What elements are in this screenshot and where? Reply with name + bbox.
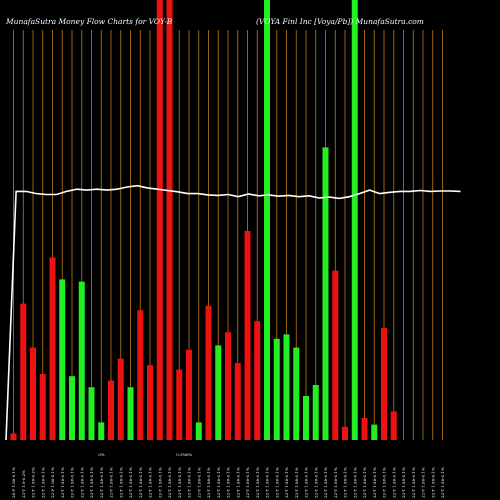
x-tick-label: 22-T 1.98-0.1%: [245, 467, 250, 498]
x-tick-label: 22-T 1.98-0.1%: [391, 467, 396, 498]
annotations: 0% 0.5% 0%: [98, 452, 192, 457]
x-tick-label: 22-T 1.98-0.1%: [284, 467, 289, 498]
x-tick-label: 22-T 1.98-0.1%: [157, 467, 162, 498]
bar-inflow: [312, 385, 319, 440]
bar-annotation: 0.5%: [176, 452, 186, 457]
x-tick-label: 22-T 1.98-0.1%: [352, 467, 357, 498]
x-tick-label: 22-T 1.98-0.1%: [118, 467, 123, 498]
x-tick-label: 22-T 1.98-0.1%: [60, 467, 65, 498]
x-tick-label: 22-T 1.98-0.1%: [255, 467, 260, 498]
x-tick-label: 22-T 1.98-0.1%: [401, 467, 406, 498]
bar-outflow: [361, 418, 368, 440]
x-tick-label: 22-T 1.98-0.1%: [109, 467, 114, 498]
bar-outflow: [205, 305, 212, 440]
bar-outflow: [166, 0, 173, 440]
x-tick-label: 22-T 1.98-0.1%: [187, 467, 192, 498]
x-tick-label: 22-T 1.98-0.1%: [265, 467, 270, 498]
bar-outflow: [137, 310, 144, 440]
bar-outflow: [234, 363, 241, 440]
x-tick-label: 22-T 1.98-0.1%: [89, 467, 94, 498]
bar-inflow: [371, 424, 378, 440]
x-tick-label: 22-T 1.98-0.1%: [323, 467, 328, 498]
x-tick-label: 23-T 1.9-0.2%: [21, 470, 26, 498]
x-tick-label: 22-T 1.98-0.1%: [148, 467, 153, 498]
x-tick-label: 22-T 1.98-0.1%: [235, 467, 240, 498]
bar-series: [10, 0, 397, 440]
bar-inflow: [127, 387, 134, 440]
bar-outflow: [186, 349, 192, 440]
bar-inflow: [303, 396, 309, 440]
bar-inflow: [98, 422, 105, 440]
x-tick-label: 22-T 1.98-0.1%: [216, 467, 221, 498]
x-tick-label: 22-T 1.98-0.1%: [440, 467, 445, 498]
bar-inflow: [215, 345, 222, 440]
bar-outflow: [176, 369, 183, 440]
bar-outflow: [20, 303, 27, 440]
bar-inflow: [322, 147, 329, 440]
x-tick-label: 22-T 1.98-0.1%: [362, 467, 367, 498]
x-tick-label: 22-T 1.98-0.1%: [313, 467, 318, 498]
bar-inflow: [69, 376, 75, 440]
trend-line: [5, 184, 461, 441]
bar-inflow: [59, 279, 66, 440]
bar-outflow: [108, 380, 114, 440]
chart-header-left: MunafaSutra Money Flow Charts for VOY-B: [5, 17, 173, 26]
bar-outflow: [30, 347, 36, 440]
x-tick-label: 22-T 1.98-0.1%: [177, 467, 182, 498]
bar-annotation: 0%: [186, 452, 193, 457]
bar-outflow: [156, 0, 163, 440]
bar-outflow: [39, 374, 46, 440]
x-tick-label: 22-T 1.98-0.1%: [167, 467, 172, 498]
bar-outflow: [225, 332, 231, 440]
x-tick-label: 22-T 1.98-0.1%: [206, 467, 211, 498]
bar-inflow: [283, 334, 290, 440]
x-tick-label: 22-T 1.98-0.1%: [79, 467, 84, 498]
x-tick-label: 22-F 1.98-0.1%: [50, 467, 55, 498]
bar-inflow: [195, 422, 202, 440]
x-tick-label: 22-T 1.98-0.1%: [294, 467, 299, 498]
bar-inflow: [78, 281, 85, 440]
bar-inflow: [273, 338, 280, 440]
bar-outflow: [254, 321, 261, 440]
money-flow-line: [5, 184, 461, 441]
x-tick-label: 22-T 1.98-0.1%: [99, 467, 104, 498]
bar-outflow: [10, 433, 17, 440]
bar-inflow: [88, 387, 95, 440]
x-tick-label: 22-T 1.98-0.1%: [343, 467, 348, 498]
x-tick-label: 22-T 1.98-0.1%: [333, 467, 338, 498]
bar-outflow: [147, 365, 153, 440]
x-tick-label: 22-T 1.98-0.1%: [226, 467, 231, 498]
x-tick-label: 22-T 1.98-0.2%: [31, 467, 36, 498]
bar-annotation: 0%: [98, 452, 105, 457]
x-tick-labels: 24-F 1.98-0.1% 23-T 1.9-0.2% 22-T 1.98-0.2…: [11, 467, 445, 498]
bar-outflow: [117, 358, 124, 440]
bar-outflow: [332, 270, 339, 440]
bar-inflow: [293, 347, 300, 440]
bar-outflow: [49, 257, 56, 440]
x-tick-label: 24-F 1.98-0.1%: [11, 467, 16, 498]
bar-outflow: [244, 231, 251, 440]
x-tick-label: 22-T 1.98-0.1%: [421, 467, 426, 498]
x-tick-label: 22-T 1.98-0.1%: [70, 467, 75, 498]
x-tick-label: 22-T 1.98-0.1%: [372, 467, 377, 498]
x-tick-label: 22-T 1.98-0.1%: [382, 467, 387, 498]
x-tick-label: 22-T 1.98-0.1%: [430, 467, 435, 498]
bar-inflow: [351, 0, 358, 440]
bar-outflow: [390, 411, 397, 440]
bar-outflow: [381, 327, 387, 440]
x-tick-label: 22-T 1.98-0.1%: [411, 467, 416, 498]
x-tick-label: 22-T 1.98-0.1%: [40, 467, 45, 498]
x-tick-label: 22-T 1.98-0.1%: [274, 467, 279, 498]
bar-outflow: [342, 426, 348, 440]
chart-header-right: (VOYA Finl Inc [Voya/Pb]) MunafaSutra.co…: [256, 17, 424, 26]
x-tick-label: 22-T 1.98-0.1%: [196, 467, 201, 498]
x-tick-label: 22-T 1.98-0.1%: [128, 467, 133, 498]
x-tick-label: 22-T 1.98-0.1%: [138, 467, 143, 498]
bar-inflow: [264, 0, 270, 440]
x-tick-label: 22-T 1.98-0.1%: [304, 467, 309, 498]
